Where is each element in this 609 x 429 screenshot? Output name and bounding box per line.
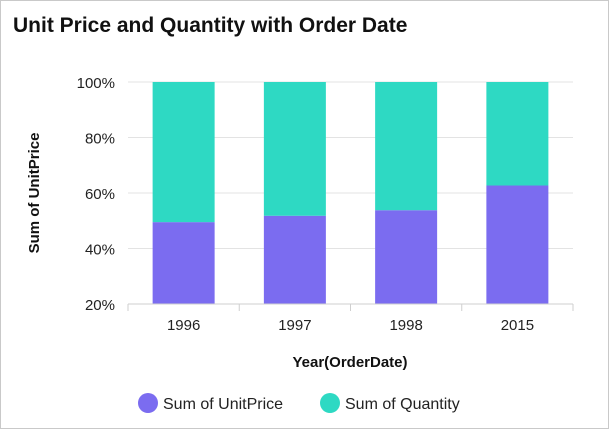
y-tick-labels: 20% 40% 60% 80% 100% (77, 75, 115, 314)
axes (127, 303, 574, 311)
bar-sum-of-unitprice-1998[interactable] (375, 210, 438, 304)
x-tick-label: 1998 (389, 317, 422, 334)
x-axis-title: Year(OrderDate) (292, 354, 407, 371)
y-tick-label: 80% (85, 131, 115, 148)
legend-item-sum-of-quantity[interactable]: Sum of Quantity (320, 393, 460, 413)
y-axis-title: Sum of UnitPrice (26, 133, 43, 254)
y-tick-label: 40% (85, 242, 115, 259)
bar-sum-of-unitprice-2015[interactable] (486, 185, 549, 304)
bar-sum-of-quantity-1998[interactable] (375, 82, 438, 211)
legend-marker (138, 393, 158, 413)
bars (152, 82, 549, 304)
bar-sum-of-unitprice-1996[interactable] (152, 222, 215, 304)
bar-sum-of-unitprice-1997[interactable] (263, 215, 326, 304)
bar-sum-of-quantity-2015[interactable] (486, 82, 549, 186)
y-tick-label: 20% (85, 297, 115, 314)
legend-label: Sum of UnitPrice (163, 396, 283, 413)
legend-item-sum-of-unitprice[interactable]: Sum of UnitPrice (138, 393, 283, 413)
legend: Sum of UnitPrice Sum of Quantity (138, 393, 460, 413)
x-tick-label: 1997 (278, 317, 311, 334)
y-tick-label: 60% (85, 186, 115, 203)
bar-sum-of-quantity-1997[interactable] (263, 82, 326, 216)
x-tick-labels: 1996 1997 1998 2015 (167, 317, 534, 334)
bar-sum-of-quantity-1996[interactable] (152, 82, 215, 223)
legend-label: Sum of Quantity (345, 396, 460, 413)
x-tick-label: 1996 (167, 317, 200, 334)
chart-title: Unit Price and Quantity with Order Date (13, 14, 408, 37)
legend-marker (320, 393, 340, 413)
x-tick-label: 2015 (501, 317, 534, 334)
y-tick-label: 100% (77, 75, 115, 92)
